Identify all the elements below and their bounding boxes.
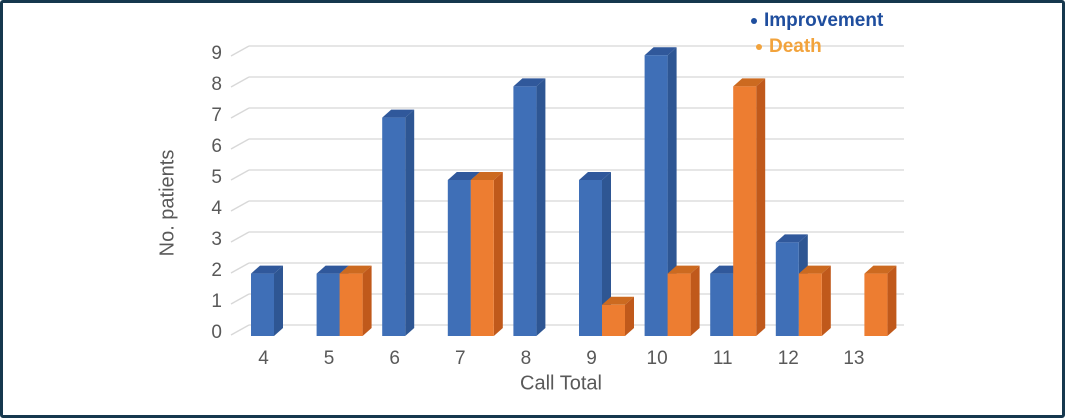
y-tick-label: 3 [211, 229, 222, 250]
x-tick-label: 13 [843, 348, 864, 369]
y-axis-title: No. patients [156, 149, 179, 257]
bar-improvement-12 [775, 242, 799, 336]
bar-death-10-side [690, 265, 700, 336]
bar-improvement-4 [251, 273, 274, 336]
bar-death-5 [339, 273, 363, 336]
y-tick-depth-line [230, 200, 250, 212]
bar-improvement-5 [316, 273, 340, 336]
bar-death-12-top [798, 265, 831, 274]
bar-improvement-10-side [667, 47, 677, 336]
y-tick-label: 5 [211, 167, 222, 188]
bar-death-13-side [887, 265, 897, 336]
bar-improvement-7 [447, 180, 471, 336]
y-tick-depth-line [230, 262, 250, 274]
bar-death-13 [864, 273, 888, 336]
bar-death-11-side [756, 78, 766, 337]
bar-improvement-9 [579, 180, 602, 336]
bar-improvement-10-top [644, 47, 677, 56]
bar-death-10-top [667, 265, 700, 274]
bar-death-11-top [733, 78, 766, 87]
legend-label-improvement: Improvement [764, 10, 884, 31]
bar-death-7 [470, 180, 494, 336]
y-tick-depth-line [230, 293, 250, 305]
bar-improvement-6-top [382, 109, 415, 118]
bar-improvement-8-side [536, 78, 546, 337]
bar-death-5-side [362, 265, 372, 336]
bar-death-11 [733, 86, 757, 337]
x-axis-title: Call Total [520, 372, 602, 395]
improvement-marker-icon [751, 18, 757, 24]
legend-item-death: Death [756, 36, 883, 58]
bar-death-12 [798, 273, 822, 336]
bar-improvement-9-side [602, 172, 611, 336]
bar-death-12-side [821, 265, 831, 336]
bar-death-10 [667, 273, 691, 336]
bar-improvement-5-top [316, 265, 349, 274]
bar-improvement-9-top [579, 172, 611, 180]
bar-improvement-10 [644, 55, 668, 336]
x-tick-label: 9 [586, 348, 597, 369]
legend: Improvement Death [751, 10, 883, 58]
y-tick-label: 0 [211, 322, 222, 343]
bar-death-9-top [602, 296, 634, 305]
bar-improvement-11 [710, 273, 734, 336]
bar-death-7-top [470, 172, 503, 180]
bar-death-7-side [493, 172, 503, 336]
y-tick-depth-line [230, 138, 250, 150]
y-tick-label: 9 [211, 43, 222, 64]
x-tick-label: 12 [778, 348, 799, 369]
bar-improvement-8-top [513, 78, 546, 87]
bar-improvement-8 [513, 86, 537, 337]
legend-label-death: Death [769, 36, 822, 57]
bar-improvement-4-top [251, 265, 283, 274]
x-tick-label: 6 [389, 348, 400, 369]
y-tick-label: 7 [211, 105, 222, 126]
y-tick-depth-line [230, 107, 250, 119]
bar-death-9-side [625, 296, 634, 336]
y-tick-label: 6 [211, 136, 222, 157]
bar-death-9 [602, 304, 625, 336]
bar-improvement-12-top [775, 234, 808, 243]
x-tick-label: 8 [521, 348, 532, 369]
y-tick-label: 1 [211, 291, 222, 312]
bar-improvement-4-side [274, 265, 283, 336]
y-tick-depth-line [230, 324, 250, 336]
y-tick-depth-line [230, 169, 250, 181]
y-tick-label: 8 [211, 74, 222, 95]
y-tick-label: 2 [211, 260, 222, 281]
bar-death-13-top [864, 265, 897, 274]
legend-item-improvement: Improvement [751, 10, 883, 32]
x-tick-label: 5 [324, 348, 335, 369]
bar-improvement-7-top [447, 172, 480, 180]
bar-improvement-6 [382, 117, 406, 336]
y-tick-depth-line [230, 76, 250, 88]
x-tick-label: 10 [647, 348, 668, 369]
bar-improvement-6-side [405, 109, 415, 336]
x-tick-label: 11 [713, 348, 733, 369]
y-tick-depth-line [230, 231, 250, 243]
death-marker-icon [756, 44, 762, 50]
bar-death-5-top [339, 265, 372, 274]
y-tick-depth-line [230, 45, 250, 57]
x-tick-label: 7 [455, 348, 466, 369]
x-tick-label: 4 [258, 348, 269, 369]
y-tick-label: 4 [211, 198, 222, 219]
